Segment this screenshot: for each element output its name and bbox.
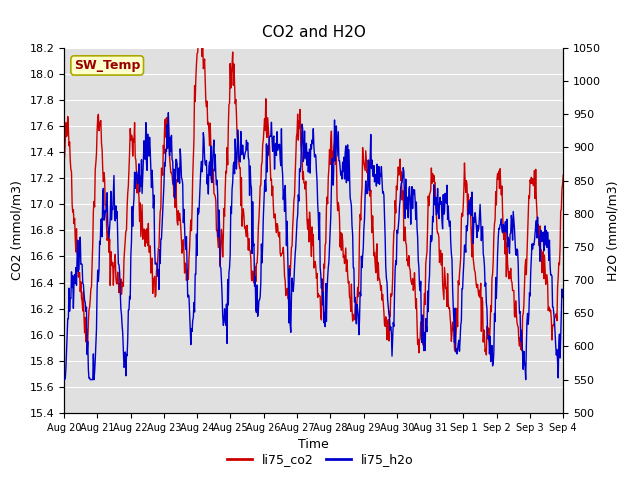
Title: CO2 and H2O: CO2 and H2O bbox=[262, 25, 365, 40]
Text: SW_Temp: SW_Temp bbox=[74, 59, 140, 72]
Y-axis label: CO2 (mmol/m3): CO2 (mmol/m3) bbox=[11, 180, 24, 280]
X-axis label: Time: Time bbox=[298, 438, 329, 451]
Y-axis label: H2O (mmol/m3): H2O (mmol/m3) bbox=[607, 180, 620, 281]
Legend: li75_co2, li75_h2o: li75_co2, li75_h2o bbox=[221, 448, 419, 471]
